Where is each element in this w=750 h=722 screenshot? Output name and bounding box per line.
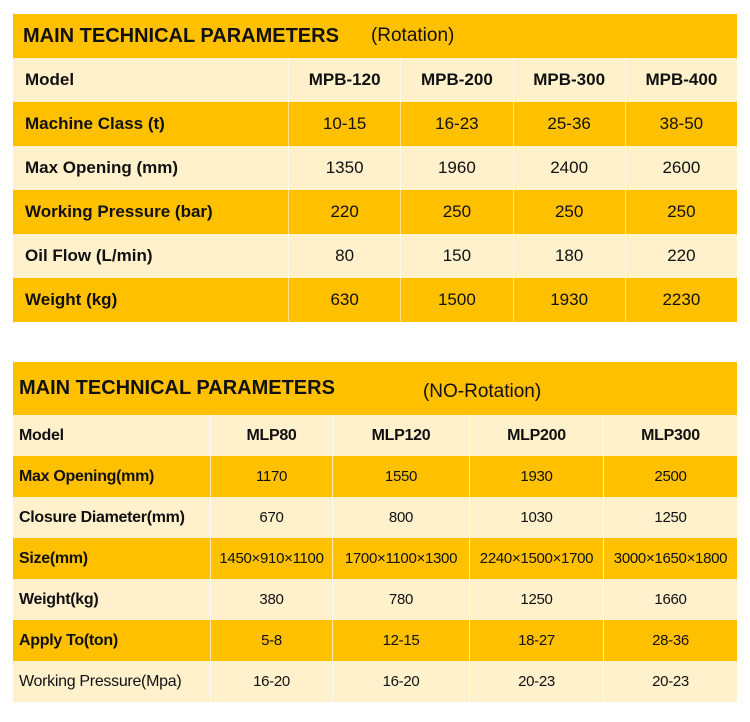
table-cell: 380 [210,579,332,620]
row-label: Max Opening(mm) [19,467,155,485]
table-cell: 20-23 [469,661,603,702]
table-cell: 2230 [624,278,737,322]
table-header-row: Model MPB-120 MPB-200 MPB-300 MPB-400 [13,58,737,102]
table-cell: 1170 [210,456,332,497]
rotation-parameters-table: MAIN TECHNICAL PARAMETERS (Rotation) Mod… [13,14,737,322]
table-row: Working Pressure (bar) 220 250 250 250 [13,190,737,234]
table-cell: 25-36 [512,102,625,146]
table-cell: 12-15 [332,620,469,661]
no-rotation-table-subtitle: (NO-Rotation) [422,380,542,402]
table-row: Size(mm) 1450×910×1100 1700×1100×1300 22… [13,538,737,579]
table-cell: 1350 [288,146,400,190]
table-cell: 3000×1650×1800 [603,538,737,579]
table-cell: 220 [288,190,400,234]
row-label: Apply To(ton) [19,631,118,649]
table-cell: 1660 [603,579,737,620]
table-cell: 250 [624,190,737,234]
table-cell: 1930 [469,456,603,497]
header-model-cell: MLP80 [210,415,332,456]
table-cell: 2400 [512,146,625,190]
table-cell: 5-8 [210,620,332,661]
table-cell: 16-23 [400,102,512,146]
header-model-cell: MPB-300 [512,58,625,102]
row-label: Max Opening (mm) [25,158,179,177]
table-cell: 10-15 [288,102,400,146]
table-cell: 28-36 [603,620,737,661]
row-label: Closure Diameter(mm) [19,508,185,526]
table-row: Machine Class (t) 10-15 16-23 25-36 38-5… [13,102,737,146]
header-label: Model [19,426,64,444]
header-label: Model [25,70,75,89]
table-cell: 1450×910×1100 [210,538,332,579]
table-cell: 1250 [469,579,603,620]
table-cell: 1930 [512,278,625,322]
row-label: Working Pressure (bar) [25,202,213,221]
row-label: Working Pressure(Mpa) [19,672,182,690]
table-cell: 2240×1500×1700 [469,538,603,579]
header-model-cell: MPB-200 [400,58,512,102]
table-cell: 1700×1100×1300 [332,538,469,579]
table-row: Weight (kg) 630 1500 1930 2230 [13,278,737,322]
row-label: Size(mm) [19,549,88,567]
table-cell: 220 [624,234,737,278]
table-cell: 1030 [469,497,603,538]
header-model-cell: MLP120 [332,415,469,456]
table-cell: 80 [288,234,400,278]
header-model-cell: MPB-400 [624,58,737,102]
table-row: Max Opening (mm) 1350 1960 2400 2600 [13,146,737,190]
table-row: Closure Diameter(mm) 670 800 1030 1250 [13,497,737,538]
table-row: Apply To(ton) 5-8 12-15 18-27 28-36 [13,620,737,661]
table-cell: 1550 [332,456,469,497]
table-cell: 16-20 [332,661,469,702]
table-row: Working Pressure(Mpa) 16-20 16-20 20-23 … [13,661,737,702]
row-label: Weight (kg) [25,290,118,309]
table-header-row: Model MLP80 MLP120 MLP200 MLP300 [13,415,737,456]
table-cell: 2600 [624,146,737,190]
table-cell: 16-20 [210,661,332,702]
table-row: Weight(kg) 380 780 1250 1660 [13,579,737,620]
header-model-cell: MLP300 [603,415,737,456]
table-cell: 150 [400,234,512,278]
no-rotation-table-title-bar: MAIN TECHNICAL PARAMETERS (NO-Rotation) [13,362,737,415]
table-cell: 800 [332,497,469,538]
table-cell: 18-27 [469,620,603,661]
table-cell: 20-23 [603,661,737,702]
table-cell: 250 [512,190,625,234]
no-rotation-parameters-table: MAIN TECHNICAL PARAMETERS (NO-Rotation) … [13,362,737,702]
table-cell: 2500 [603,456,737,497]
table-cell: 630 [288,278,400,322]
table-cell: 250 [400,190,512,234]
no-rotation-table-title: MAIN TECHNICAL PARAMETERS [19,377,335,399]
rotation-table-title-bar: MAIN TECHNICAL PARAMETERS (Rotation) [13,14,737,58]
table-row: Oil Flow (L/min) 80 150 180 220 [13,234,737,278]
table-cell: 1500 [400,278,512,322]
table-cell: 1250 [603,497,737,538]
row-label: Weight(kg) [19,590,99,608]
header-model-cell: MPB-120 [288,58,400,102]
row-label: Machine Class (t) [25,114,165,133]
table-row: Max Opening(mm) 1170 1550 1930 2500 [13,456,737,497]
table-cell: 38-50 [624,102,737,146]
row-label: Oil Flow (L/min) [25,246,153,265]
rotation-table-title: MAIN TECHNICAL PARAMETERS [23,24,339,47]
header-model-cell: MLP200 [469,415,603,456]
table-cell: 1960 [400,146,512,190]
rotation-table-subtitle: (Rotation) [370,25,455,46]
table-cell: 780 [332,579,469,620]
table-cell: 670 [210,497,332,538]
table-cell: 180 [512,234,625,278]
